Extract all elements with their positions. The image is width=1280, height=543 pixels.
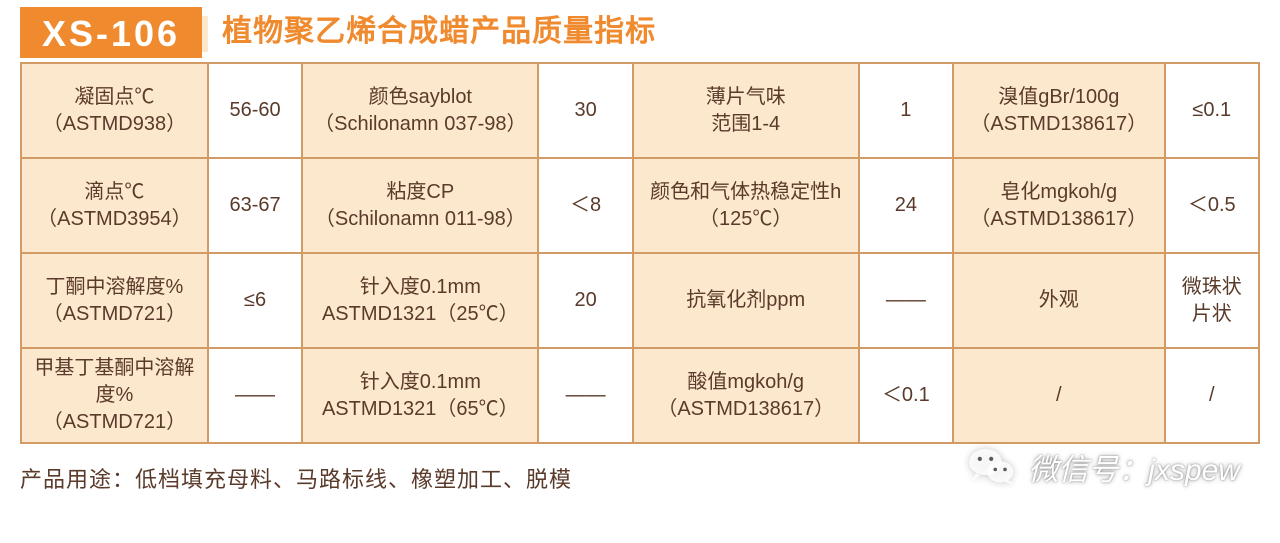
spec-label-cell: 颜色和气体热稳定性h（125℃）: [633, 158, 859, 253]
spec-label-cell: 粘度CP（Schilonamn 011-98）: [302, 158, 538, 253]
spec-value-cell: ——: [208, 348, 302, 443]
spec-value-cell: 微珠状片状: [1165, 253, 1259, 348]
spec-table: 凝固点℃（ASTMD938）56-60颜色sayblot（Schilonamn …: [20, 62, 1260, 444]
spec-label-cell: /: [953, 348, 1164, 443]
spec-value-cell: ——: [538, 348, 632, 443]
spec-label-cell: 外观: [953, 253, 1164, 348]
spec-label-cell: 薄片气味范围1-4: [633, 63, 859, 158]
spec-label-cell: 抗氧化剂ppm: [633, 253, 859, 348]
table-row: 甲基丁基酮中溶解度%（ASTMD721）——针入度0.1mmASTMD1321（…: [21, 348, 1259, 443]
spec-value-cell: ≤0.1: [1165, 63, 1259, 158]
spec-value-cell: 1: [859, 63, 953, 158]
badge-wrap: XS-106: [20, 16, 208, 52]
usage-text: 产品用途：低档填充母料、马路标线、橡塑加工、脱模: [20, 462, 1260, 494]
spec-label-cell: 酸值mgkoh/g（ASTMD138617）: [633, 348, 859, 443]
spec-label-cell: 凝固点℃（ASTMD938）: [21, 63, 208, 158]
table-row: 凝固点℃（ASTMD938）56-60颜色sayblot（Schilonamn …: [21, 63, 1259, 158]
spec-label-cell: 针入度0.1mmASTMD1321（25℃）: [302, 253, 538, 348]
spec-label-cell: 颜色sayblot（Schilonamn 037-98）: [302, 63, 538, 158]
spec-label-cell: 滴点℃（ASTMD3954）: [21, 158, 208, 253]
spec-value-cell: 24: [859, 158, 953, 253]
header: XS-106 植物聚乙烯合成蜡产品质量指标: [20, 15, 1260, 52]
product-code-badge: XS-106: [20, 7, 202, 58]
spec-value-cell: 30: [538, 63, 632, 158]
spec-value-cell: ＜0.1: [859, 348, 953, 443]
spec-value-cell: /: [1165, 348, 1259, 443]
spec-value-cell: ＜0.5: [1165, 158, 1259, 253]
spec-value-cell: 20: [538, 253, 632, 348]
spec-label-cell: 甲基丁基酮中溶解度%（ASTMD721）: [21, 348, 208, 443]
spec-label-cell: 溴值gBr/100g（ASTMD138617）: [953, 63, 1164, 158]
spec-value-cell: ≤6: [208, 253, 302, 348]
spec-label-cell: 皂化mgkoh/g（ASTMD138617）: [953, 158, 1164, 253]
table-row: 滴点℃（ASTMD3954）63-67粘度CP（Schilonamn 011-9…: [21, 158, 1259, 253]
spec-label-cell: 针入度0.1mmASTMD1321（65℃）: [302, 348, 538, 443]
spec-value-cell: 56-60: [208, 63, 302, 158]
table-row: 丁酮中溶解度%（ASTMD721）≤6针入度0.1mmASTMD1321（25℃…: [21, 253, 1259, 348]
spec-label-cell: 丁酮中溶解度%（ASTMD721）: [21, 253, 208, 348]
page-title: 植物聚乙烯合成蜡产品质量指标: [222, 15, 656, 52]
spec-value-cell: ＜8: [538, 158, 632, 253]
spec-value-cell: ——: [859, 253, 953, 348]
spec-value-cell: 63-67: [208, 158, 302, 253]
